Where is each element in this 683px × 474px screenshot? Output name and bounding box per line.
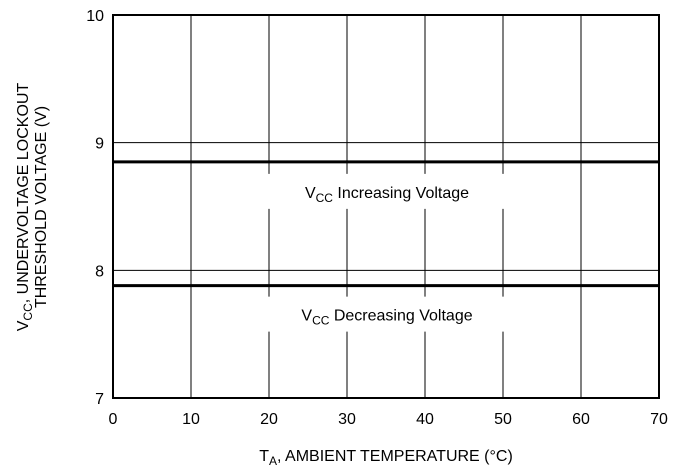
y-tick-label-7: 7	[95, 391, 104, 408]
x-tick-label-0: 0	[109, 411, 118, 428]
x-tick-label-30: 30	[338, 411, 356, 428]
x-tick-label-70: 70	[650, 411, 668, 428]
series-label-increasing: VCC Increasing Voltage	[305, 185, 469, 205]
series-label-decreasing: VCC Decreasing Voltage	[301, 308, 472, 328]
y-tick-label-8: 8	[95, 263, 104, 280]
x-tick-label-60: 60	[572, 411, 590, 428]
x-tick-label-10: 10	[182, 411, 200, 428]
y-axis-label-line2: THRESHOLD VOLTAGE (V)	[33, 106, 50, 308]
y-tick-label-9: 9	[95, 136, 104, 153]
series-lines	[113, 160, 659, 288]
tick-labels: 0 10 20 30 40 50 60 70 7 8 9 10	[86, 8, 668, 428]
x-tick-label-40: 40	[416, 411, 434, 428]
grid	[113, 15, 659, 398]
y-axis-label-line1: VCC, UNDERVOLTAGE LOCKOUT	[15, 83, 35, 332]
x-tick-label-20: 20	[260, 411, 278, 428]
plot-frame	[112, 14, 660, 399]
y-axis-label: VCC, UNDERVOLTAGE LOCKOUT THRESHOLD VOLT…	[15, 83, 50, 332]
x-axis-label: TA, AMBIENT TEMPERATURE (°C)	[259, 448, 513, 468]
y-tick-label-10: 10	[86, 8, 104, 25]
x-tick-label-50: 50	[494, 411, 512, 428]
